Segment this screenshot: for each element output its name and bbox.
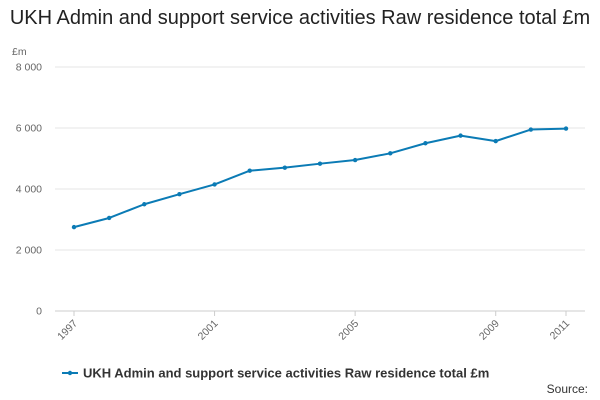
data-point <box>317 161 323 166</box>
data-point <box>212 182 217 187</box>
data-point <box>177 191 182 197</box>
series-line <box>73 127 567 229</box>
data-point <box>352 157 358 163</box>
data-point <box>71 224 77 230</box>
legend-label: UKH Admin and support service activities… <box>83 366 489 381</box>
data-point <box>247 168 252 173</box>
y-tick-label: 6 000 <box>16 123 42 135</box>
y-tick-label: 0 <box>36 306 42 318</box>
data-point <box>282 165 288 170</box>
x-tick-label: 2011 <box>548 318 573 343</box>
legend-marker <box>67 370 73 376</box>
x-tick-label: 1997 <box>55 318 80 343</box>
data-point <box>563 126 569 131</box>
data-point <box>458 133 463 138</box>
data-point <box>528 127 534 132</box>
x-tick-label: 2001 <box>196 318 221 343</box>
y-tick-label: 8 000 <box>16 62 42 74</box>
chart-title: UKH Admin and support service activities… <box>9 7 591 29</box>
source-label: Source: <box>547 382 588 396</box>
data-point <box>423 141 428 146</box>
data-point <box>106 215 112 221</box>
y-tick-label: 2 000 <box>16 245 42 257</box>
data-point <box>493 138 498 144</box>
x-tick-label: 2005 <box>336 318 361 343</box>
data-point <box>388 151 393 156</box>
x-tick-label: 2009 <box>477 318 502 343</box>
y-axis-label: £m <box>12 46 27 58</box>
data-point <box>142 202 147 207</box>
y-tick-label: 4 000 <box>16 184 42 196</box>
